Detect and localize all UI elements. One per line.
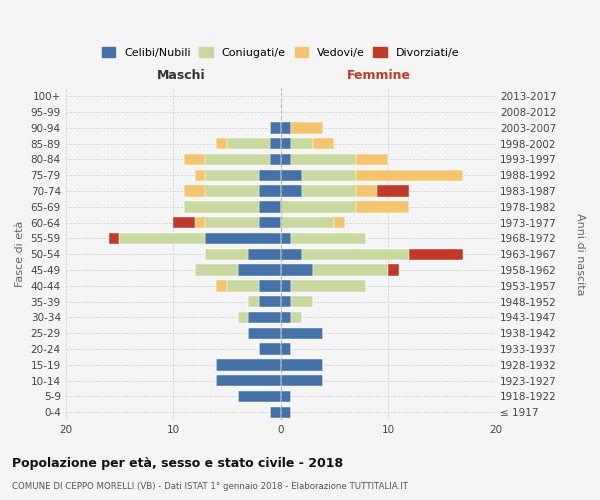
Bar [313, 138, 334, 149]
Bar [281, 375, 323, 386]
Bar [281, 170, 302, 181]
Bar [291, 154, 356, 165]
Bar [281, 391, 291, 402]
Bar [281, 201, 356, 212]
Bar [238, 391, 281, 402]
Bar [248, 328, 281, 339]
Bar [216, 375, 281, 386]
Bar [238, 264, 281, 276]
Bar [291, 122, 323, 134]
Bar [109, 233, 119, 244]
Bar [302, 248, 409, 260]
Bar [184, 186, 205, 196]
Bar [270, 154, 281, 165]
Text: COMUNE DI CEPPO MORELLI (VB) - Dati ISTAT 1° gennaio 2018 - Elaborazione TUTTITA: COMUNE DI CEPPO MORELLI (VB) - Dati ISTA… [12, 482, 408, 491]
Text: Maschi: Maschi [157, 68, 206, 82]
Bar [248, 248, 281, 260]
Y-axis label: Anni di nascita: Anni di nascita [575, 213, 585, 296]
Bar [291, 138, 313, 149]
Bar [281, 233, 291, 244]
Bar [281, 328, 323, 339]
Bar [409, 248, 463, 260]
Bar [356, 201, 409, 212]
Bar [205, 233, 281, 244]
Bar [334, 217, 345, 228]
Bar [291, 280, 367, 291]
Text: Popolazione per età, sesso e stato civile - 2018: Popolazione per età, sesso e stato civil… [12, 458, 343, 470]
Bar [205, 186, 259, 196]
Bar [259, 344, 281, 354]
Bar [281, 359, 323, 370]
Bar [313, 264, 388, 276]
Bar [302, 170, 356, 181]
Bar [281, 138, 291, 149]
Bar [281, 344, 291, 354]
Bar [281, 248, 302, 260]
Bar [184, 201, 259, 212]
Bar [356, 170, 463, 181]
Bar [270, 406, 281, 418]
Bar [259, 280, 281, 291]
Bar [227, 138, 270, 149]
Legend: Celibi/Nubili, Coniugati/e, Vedovi/e, Divorziati/e: Celibi/Nubili, Coniugati/e, Vedovi/e, Di… [101, 48, 460, 58]
Text: Femmine: Femmine [347, 68, 412, 82]
Bar [388, 264, 398, 276]
Bar [281, 122, 291, 134]
Bar [259, 201, 281, 212]
Bar [119, 233, 205, 244]
Bar [216, 359, 281, 370]
Bar [205, 170, 259, 181]
Bar [302, 186, 356, 196]
Bar [173, 217, 194, 228]
Bar [205, 248, 248, 260]
Bar [281, 154, 291, 165]
Bar [259, 217, 281, 228]
Bar [291, 296, 313, 308]
Bar [270, 122, 281, 134]
Bar [259, 170, 281, 181]
Bar [291, 312, 302, 323]
Bar [259, 296, 281, 308]
Bar [205, 154, 270, 165]
Bar [227, 280, 259, 291]
Bar [356, 154, 388, 165]
Bar [194, 170, 205, 181]
Bar [281, 280, 291, 291]
Bar [248, 296, 259, 308]
Bar [270, 138, 281, 149]
Bar [184, 154, 205, 165]
Bar [194, 217, 205, 228]
Bar [216, 138, 227, 149]
Bar [291, 233, 367, 244]
Bar [205, 217, 259, 228]
Bar [216, 280, 227, 291]
Bar [281, 217, 334, 228]
Bar [281, 312, 291, 323]
Bar [281, 296, 291, 308]
Bar [281, 406, 291, 418]
Bar [259, 186, 281, 196]
Bar [248, 312, 281, 323]
Bar [356, 186, 377, 196]
Bar [194, 264, 238, 276]
Bar [281, 264, 313, 276]
Bar [238, 312, 248, 323]
Bar [377, 186, 409, 196]
Bar [281, 186, 302, 196]
Y-axis label: Fasce di età: Fasce di età [15, 221, 25, 288]
